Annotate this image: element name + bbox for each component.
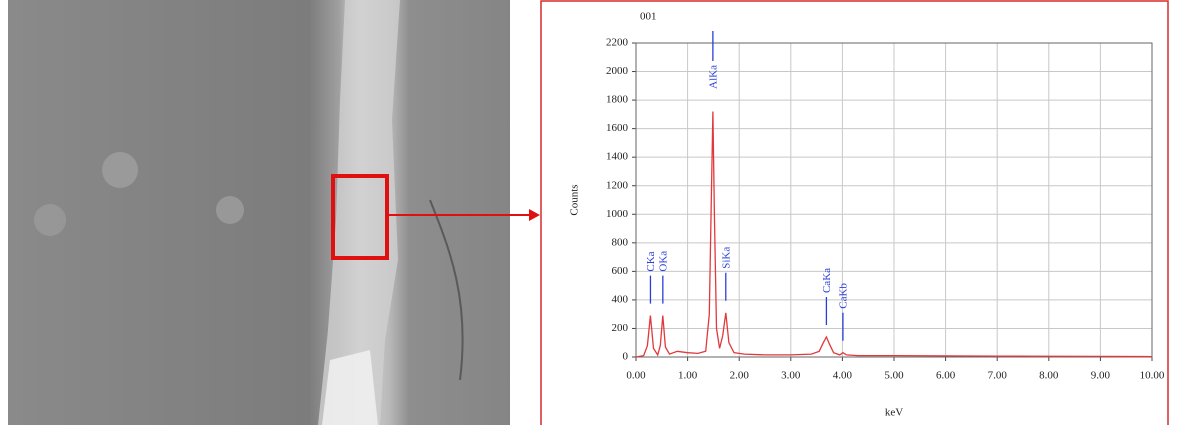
y-tick-label: 2000: [606, 65, 629, 77]
x-tick-label: 6.00: [936, 370, 956, 382]
y-tick-label: 600: [612, 265, 629, 277]
y-tick-label: 800: [612, 236, 629, 248]
peak-label: AlKa: [707, 65, 719, 89]
y-tick-label: 200: [612, 322, 629, 334]
x-tick-label: 2.00: [730, 370, 750, 382]
x-tick-label: 5.00: [884, 370, 904, 382]
x-tick-label: 9.00: [1091, 370, 1111, 382]
y-tick-label: 400: [612, 293, 629, 305]
plot-frame: [635, 42, 1153, 358]
x-tick-label: 8.00: [1039, 370, 1059, 382]
y-tick-label: 1600: [606, 122, 629, 134]
y-tick-label: 2200: [606, 37, 629, 49]
x-tick-label: 7.00: [988, 370, 1008, 382]
peak-label: CaKb: [837, 283, 849, 309]
spectrum-panel: [540, 0, 1169, 425]
y-tick-label: 1800: [606, 94, 629, 106]
chart-title: 001: [640, 11, 657, 23]
x-tick-label: 3.00: [781, 370, 801, 382]
x-tick-label: 1.00: [678, 370, 698, 382]
y-tick-label: 1200: [606, 179, 629, 191]
y-axis-label: Counts: [569, 184, 581, 215]
y-tick-label: 1000: [606, 208, 629, 220]
x-tick-label: 4.00: [833, 370, 853, 382]
callout-arrow: [388, 209, 540, 221]
peak-label: SiKa: [720, 247, 732, 269]
peak-label: CaKa: [821, 268, 833, 293]
spectrum-line: [635, 111, 1153, 358]
peak-label: CKa: [645, 251, 657, 271]
sem-image: [8, 0, 510, 425]
x-tick-label: 0.00: [626, 370, 646, 382]
x-axis-label: keV: [885, 407, 903, 419]
y-tick-label: 0: [623, 351, 629, 363]
x-tick-label: 10.00: [1140, 370, 1165, 382]
y-tick-label: 1400: [606, 151, 629, 163]
peak-label: OKa: [657, 251, 669, 272]
